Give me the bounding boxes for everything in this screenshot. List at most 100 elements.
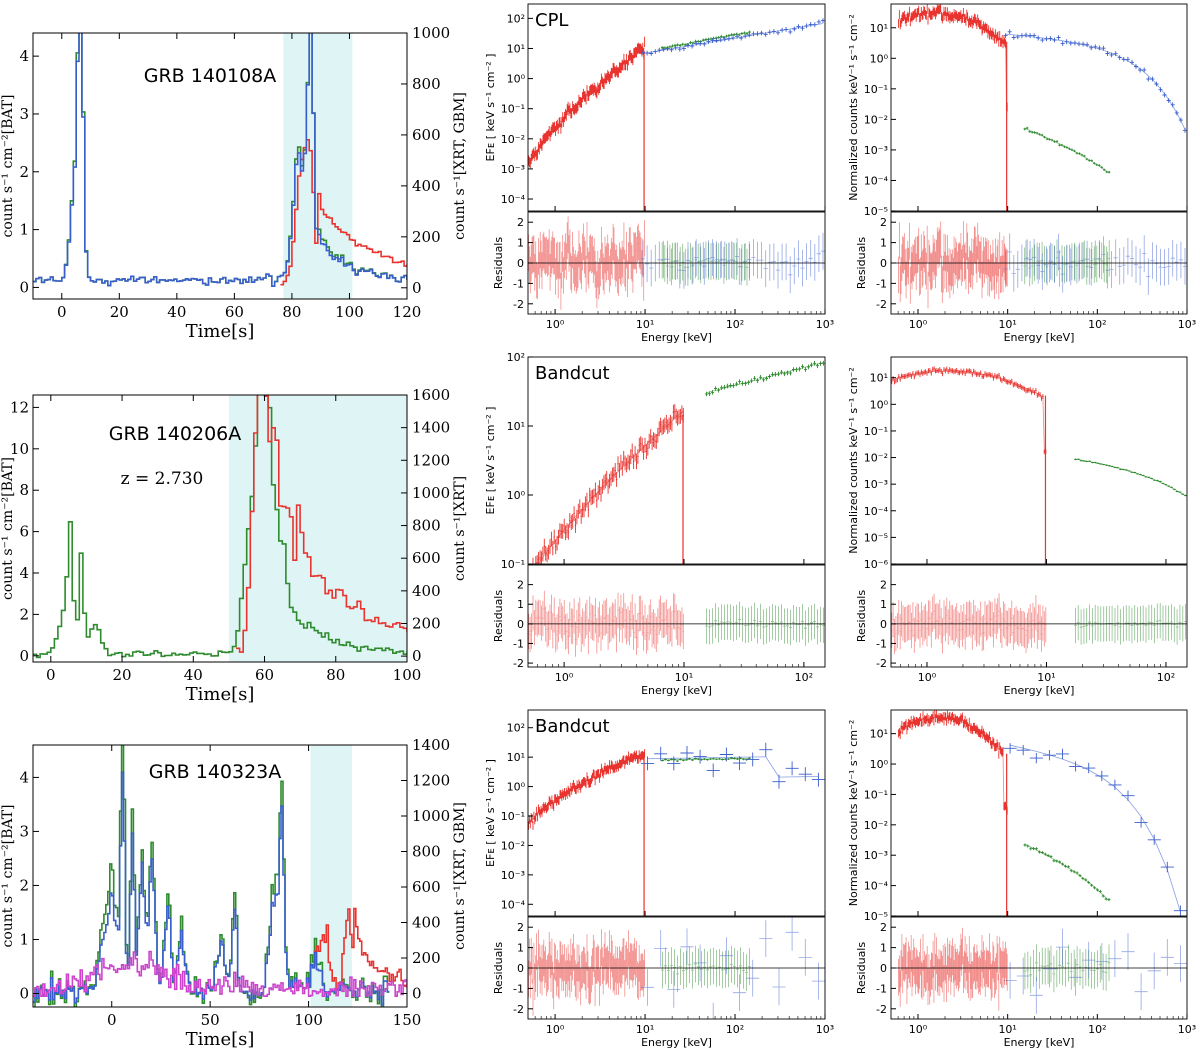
residuals-xrt	[891, 593, 1047, 655]
residual-y-tick-label: 1	[880, 942, 887, 955]
right-y-tick-label: 0	[412, 985, 422, 1003]
residuals-xrt	[528, 929, 646, 1016]
residual-y-tick-label: -2	[876, 298, 887, 311]
y-tick-label: 0	[19, 278, 29, 296]
right-y-tick-label: 1000	[412, 24, 450, 42]
residual-y-tick-label: -1	[513, 982, 524, 995]
residual-y-tick-label: 1	[880, 237, 887, 250]
y-axis-label: EFᴇ [ keV s⁻¹ cm⁻² ]	[484, 54, 497, 162]
residual-y-tick-label: 0	[880, 962, 887, 975]
residuals-label: Residuals	[492, 942, 505, 994]
y-axis-label-left: count s⁻¹ cm⁻²[BAT]	[0, 457, 16, 600]
light-curve-panel-2: 0 20 40 60 80 1000246810120200400600800100012…	[0, 386, 468, 705]
right-y-tick-label: 1200	[412, 772, 450, 790]
y-tick-label: 10¹	[507, 751, 525, 764]
y-axis-label-left: count s⁻¹ cm⁻²[BAT]	[0, 94, 16, 237]
residual-y-tick-label: -2	[876, 657, 887, 670]
spectrum-frame	[527, 3, 826, 212]
right-y-tick-label: 200	[412, 228, 441, 246]
spectrum-panel-1: 10⁰ 10¹ 10² 10³ 10⁻⁴ 10⁻³ 10⁻² 10⁻¹ 10⁰ 10¹ 10² -2 -…	[484, 3, 834, 344]
y-axis-label-left: count s⁻¹ cm⁻²[BAT]	[0, 804, 16, 947]
series-bat-line	[33, 395, 407, 659]
y-tick-label: 10¹	[870, 372, 888, 385]
x-tick-label: 0	[57, 303, 67, 321]
series-xrt-line	[280, 139, 407, 286]
series-xrt-line	[236, 395, 407, 653]
x-tick-label: 60	[225, 303, 244, 321]
y-tick-label: 2	[19, 605, 29, 623]
x-tick-label: 60	[255, 666, 274, 684]
y-tick-label: 10⁻²	[501, 839, 525, 852]
y-tick-label: 1	[19, 930, 29, 948]
y-tick-label: 10⁻⁴	[864, 880, 889, 893]
residual-y-tick-label: -2	[513, 298, 524, 311]
model-gbm	[642, 23, 824, 54]
model-bat	[662, 758, 750, 761]
right-y-tick-label: 800	[412, 843, 441, 861]
y-tick-label: 10⁻¹	[501, 810, 525, 823]
residuals-xrt	[898, 221, 1008, 309]
right-y-tick-label: 400	[412, 914, 441, 932]
residuals-gbm	[640, 232, 825, 294]
spectrum-frame	[890, 356, 1188, 565]
y-tick-label: 10⁻⁵	[864, 205, 888, 218]
x-tick-label: 10¹	[675, 671, 693, 684]
y-tick-label: 0	[19, 647, 29, 665]
residuals-label: Residuals	[855, 942, 868, 994]
residuals-gbm	[1003, 233, 1187, 295]
residual-y-tick-label: 0	[880, 618, 887, 631]
data-points-gbm	[640, 18, 825, 56]
analysis-interval-shade	[310, 745, 352, 1007]
spectrum-panel-3: 10⁰ 10¹ 10² 10⁻¹ 10⁰ 10¹ 10² -2 -1 0 1 2 Energy [keV…	[484, 351, 826, 697]
residual-y-tick-label: -2	[876, 1003, 887, 1016]
x-tick-label: 10³	[816, 1023, 834, 1036]
x-tick-label: 100	[335, 303, 364, 321]
y-tick-label: 10⁻²	[501, 133, 525, 146]
y-tick-label: 10⁻⁵	[864, 910, 888, 923]
y-tick-label: 10⁰	[507, 781, 526, 794]
x-tick-label: 10⁰	[555, 671, 574, 684]
x-tick-label: 10⁰	[546, 1023, 565, 1036]
right-y-tick-label: 600	[412, 878, 441, 896]
x-tick-label: 10¹	[998, 1023, 1016, 1036]
y-tick-label: 10⁻¹	[864, 788, 888, 801]
grb-title: GRB 140206A	[109, 423, 242, 445]
y-axis-label: Normalized counts keV⁻¹ s⁻¹ cm⁻²	[847, 720, 860, 907]
y-tick-label: 10⁰	[870, 398, 889, 411]
residuals-bat	[660, 945, 751, 993]
residual-frame	[527, 564, 826, 668]
x-tick-label: 10⁰	[909, 318, 928, 331]
plot-frame	[32, 32, 408, 300]
y-tick-label: 10¹	[870, 728, 888, 741]
right-y-tick-label: 400	[412, 582, 441, 600]
data-points-xrt	[891, 366, 1047, 455]
light-curve-panel-1: 0 20 40 60 80 100 1200123402004006008001000Tim…	[0, 24, 468, 342]
data-points-xrt	[898, 710, 1008, 815]
y-axis-label-right: count s⁻¹[XRT]	[452, 476, 468, 581]
y-axis-label-right: count s⁻¹[XRT, GBM]	[452, 92, 468, 240]
x-tick-label: 10³	[816, 318, 834, 331]
right-y-tick-label: 800	[412, 75, 441, 93]
x-axis-label: Time[s]	[186, 321, 255, 342]
y-axis-label: EFᴇ [ keV s⁻¹ cm⁻² ]	[484, 759, 497, 867]
data-points-gbm	[1003, 29, 1187, 133]
residual-y-tick-label: 0	[517, 257, 524, 270]
residual-y-tick-label: 2	[517, 216, 524, 229]
model-xrt	[537, 410, 684, 564]
x-tick-label: 0	[107, 1011, 117, 1029]
x-tick-label: 10²	[726, 1023, 744, 1036]
y-tick-label: 10⁻²	[864, 452, 888, 465]
residuals-gbm	[640, 917, 825, 1019]
model-label: Bandcut	[535, 716, 610, 737]
x-tick-label: 40	[167, 303, 186, 321]
analysis-interval-shade	[228, 395, 407, 662]
y-tick-label: 10⁻³	[864, 144, 888, 157]
residual-y-tick-label: 2	[880, 216, 887, 229]
spectrum-panel-4: 10⁰ 10¹ 10² 10⁻⁶ 10⁻⁵ 10⁻⁴ 10⁻³ 10⁻² 10⁻¹ 10⁰ 10¹ -…	[847, 356, 1188, 697]
x-tick-label: 100	[393, 666, 422, 684]
data-points-bat	[1074, 458, 1187, 497]
x-tick-label: 10²	[795, 671, 813, 684]
y-axis-label: Normalized counts keV⁻¹ s⁻¹ cm⁻²	[847, 367, 860, 554]
y-tick-label: 2	[19, 876, 29, 894]
